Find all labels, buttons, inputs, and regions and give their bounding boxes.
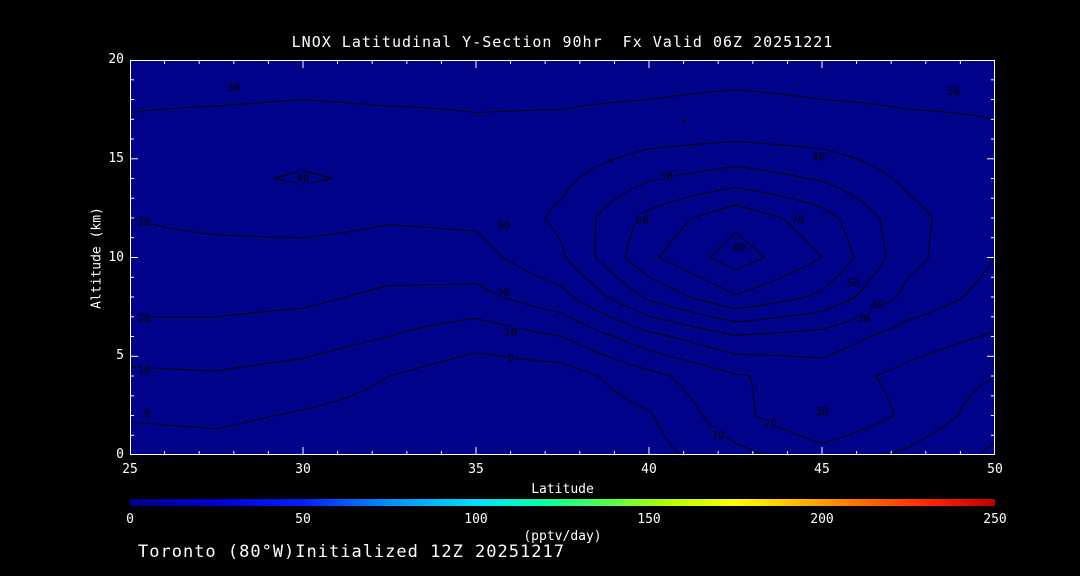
colorbar-tick-label: 0 xyxy=(126,512,134,527)
svg-text:40: 40 xyxy=(296,172,309,185)
svg-text:10: 10 xyxy=(137,364,150,377)
x-axis-title: Latitude xyxy=(531,482,594,497)
x-tick-label: 45 xyxy=(814,462,830,477)
x-tick-label: 35 xyxy=(468,462,484,477)
svg-text:50: 50 xyxy=(846,277,859,290)
y-axis-title: Altitude (km) xyxy=(89,207,105,309)
svg-text:30: 30 xyxy=(947,85,960,98)
svg-text:10: 10 xyxy=(504,326,517,339)
colorbar-units: (pptv/day) xyxy=(523,529,602,544)
y-tick-label: 5 xyxy=(116,348,124,364)
colorbar-tick-label: 200 xyxy=(810,512,834,527)
svg-text:30: 30 xyxy=(815,405,828,418)
chart-title: LNOX Latitudinal Y-Section 90hr Fx Valid… xyxy=(291,33,834,51)
colorbar-tick-label: 50 xyxy=(295,512,311,527)
x-tick-label: 40 xyxy=(641,462,657,477)
x-tick-label: 30 xyxy=(295,462,311,477)
svg-text:30: 30 xyxy=(137,215,150,228)
svg-text:20: 20 xyxy=(763,417,776,430)
colorbar-tick-label: 100 xyxy=(464,512,488,527)
colorbar-tick-label: 250 xyxy=(983,512,1007,527)
svg-text:50: 50 xyxy=(660,170,673,183)
y-tick-label: 20 xyxy=(108,52,124,67)
colorbar-gradient xyxy=(130,499,995,506)
svg-text:40: 40 xyxy=(812,150,825,163)
y-tick-label: 0 xyxy=(116,447,124,462)
svg-text:0: 0 xyxy=(507,352,514,365)
x-tick-label: 25 xyxy=(122,462,138,477)
svg-text:30: 30 xyxy=(227,81,240,94)
svg-text:20: 20 xyxy=(137,312,150,325)
x-tick-label: 50 xyxy=(987,462,1003,477)
svg-text:60: 60 xyxy=(635,214,648,227)
svg-text:40: 40 xyxy=(871,298,884,311)
svg-text:80: 80 xyxy=(732,241,745,254)
svg-text:30: 30 xyxy=(857,312,870,325)
y-tick-label: 15 xyxy=(108,150,124,166)
svg-text:0: 0 xyxy=(144,407,151,420)
svg-text:20: 20 xyxy=(497,287,510,300)
y-tick-label: 10 xyxy=(108,249,124,265)
svg-text:10: 10 xyxy=(712,429,725,442)
svg-text:30: 30 xyxy=(497,219,510,232)
contour-plot: 30 30 40 30 40 50 60 70 80 30 20 10 0 20 10 0 10 20 30 30 40… xyxy=(130,60,995,455)
svg-text:70: 70 xyxy=(791,214,804,227)
run-info-text: Toronto (80°W)Initialized 12Z 20251217 xyxy=(138,542,565,562)
colorbar-tick-label: 150 xyxy=(637,512,661,527)
